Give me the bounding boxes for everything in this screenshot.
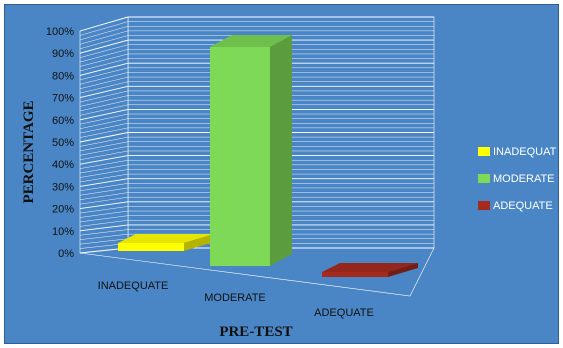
bar-top: [118, 234, 214, 243]
gridline: [79, 136, 434, 147]
gridline: [79, 58, 434, 72]
gridline: [79, 81, 434, 94]
y-tick-label: 50%: [52, 137, 74, 149]
bar-top: [322, 263, 418, 272]
gridline: [79, 196, 434, 205]
gridline: [79, 104, 434, 116]
gridline: [79, 173, 434, 183]
gridline: [79, 85, 434, 99]
y-tick-label: 10%: [52, 226, 74, 238]
y-tick-label: 70%: [52, 93, 74, 105]
bar-moderate: [210, 35, 292, 266]
y-axis-label: PERCENTAGE: [21, 100, 37, 203]
legend-swatch: [478, 147, 490, 156]
gridline: [79, 99, 434, 112]
gridline: [79, 118, 434, 129]
gridline: [79, 164, 434, 174]
y-tick-label: 20%: [52, 204, 74, 216]
gridline: [79, 39, 434, 54]
gridline: [79, 127, 434, 138]
gridline: [79, 210, 434, 218]
gridline: [79, 178, 434, 187]
bars: [118, 35, 418, 277]
gridline: [79, 72, 434, 85]
gridline: [79, 30, 434, 45]
gridline: [79, 201, 434, 210]
gridline: [79, 183, 434, 192]
gridline: [79, 224, 434, 232]
gridline: [79, 95, 434, 107]
legend-swatch: [478, 201, 490, 210]
bar-front: [210, 47, 270, 266]
gridline: [79, 132, 434, 143]
gridline: [79, 35, 434, 49]
gridline: [79, 108, 434, 121]
legend: INADEQUAT MODERATE ADEQUATE: [478, 146, 557, 212]
bar-side: [184, 234, 214, 251]
bar-side: [388, 263, 418, 277]
gridline: [79, 229, 434, 236]
category-label: MODERATE: [204, 292, 266, 304]
gridline: [79, 44, 434, 58]
gridline: [79, 67, 434, 81]
category-labels: INADEQUATE MODERATE ADEQUATE: [98, 280, 374, 319]
y-tick-labels: 0% 10% 20% 30% 40% 50% 60% 70% 80% 90% 100%: [46, 26, 74, 260]
gridline: [79, 187, 434, 196]
gridline: [79, 21, 434, 36]
gridline: [79, 220, 434, 227]
gridline: [79, 26, 434, 41]
gridline: [79, 192, 434, 200]
gridline: [79, 169, 434, 178]
y-tick-label: 80%: [52, 70, 74, 82]
gridline: [79, 90, 434, 103]
y-tick-label: 40%: [52, 159, 74, 171]
y-tick-label: 0%: [58, 248, 74, 260]
gridline: [79, 150, 434, 160]
legend-swatch: [478, 174, 490, 183]
side-wall: [79, 16, 129, 254]
gridline: [79, 62, 434, 76]
bar-inadequate: [118, 234, 214, 251]
gridline: [79, 16, 434, 32]
bar-front: [322, 272, 388, 277]
gridline: [79, 159, 434, 169]
legend-label: ADEQUATE: [493, 200, 553, 212]
gridline: [79, 146, 434, 156]
gridline: [79, 123, 434, 134]
category-label: INADEQUATE: [98, 280, 169, 292]
gridline: [79, 215, 434, 223]
gridline: [79, 141, 434, 152]
gridline: [79, 53, 434, 67]
bar-side: [270, 35, 292, 266]
gridline: [79, 76, 434, 89]
gridline: [79, 206, 434, 214]
gridline: [79, 49, 434, 63]
bar-adequate: [322, 263, 418, 277]
gridline: [79, 233, 434, 240]
legend-label: INADEQUAT: [493, 146, 557, 158]
y-tick-label: 100%: [46, 26, 74, 38]
y-tick-label: 60%: [52, 115, 74, 127]
gridline: [79, 155, 434, 165]
gridline: [79, 113, 434, 125]
y-tick-label: 90%: [52, 48, 74, 60]
category-label: ADEQUATE: [314, 307, 374, 319]
bar-top: [210, 35, 292, 47]
y-tick-label: 30%: [52, 181, 74, 193]
legend-label: MODERATE: [493, 173, 555, 185]
bar-front: [118, 243, 184, 251]
x-axis-label: PRE-TEST: [219, 324, 292, 340]
